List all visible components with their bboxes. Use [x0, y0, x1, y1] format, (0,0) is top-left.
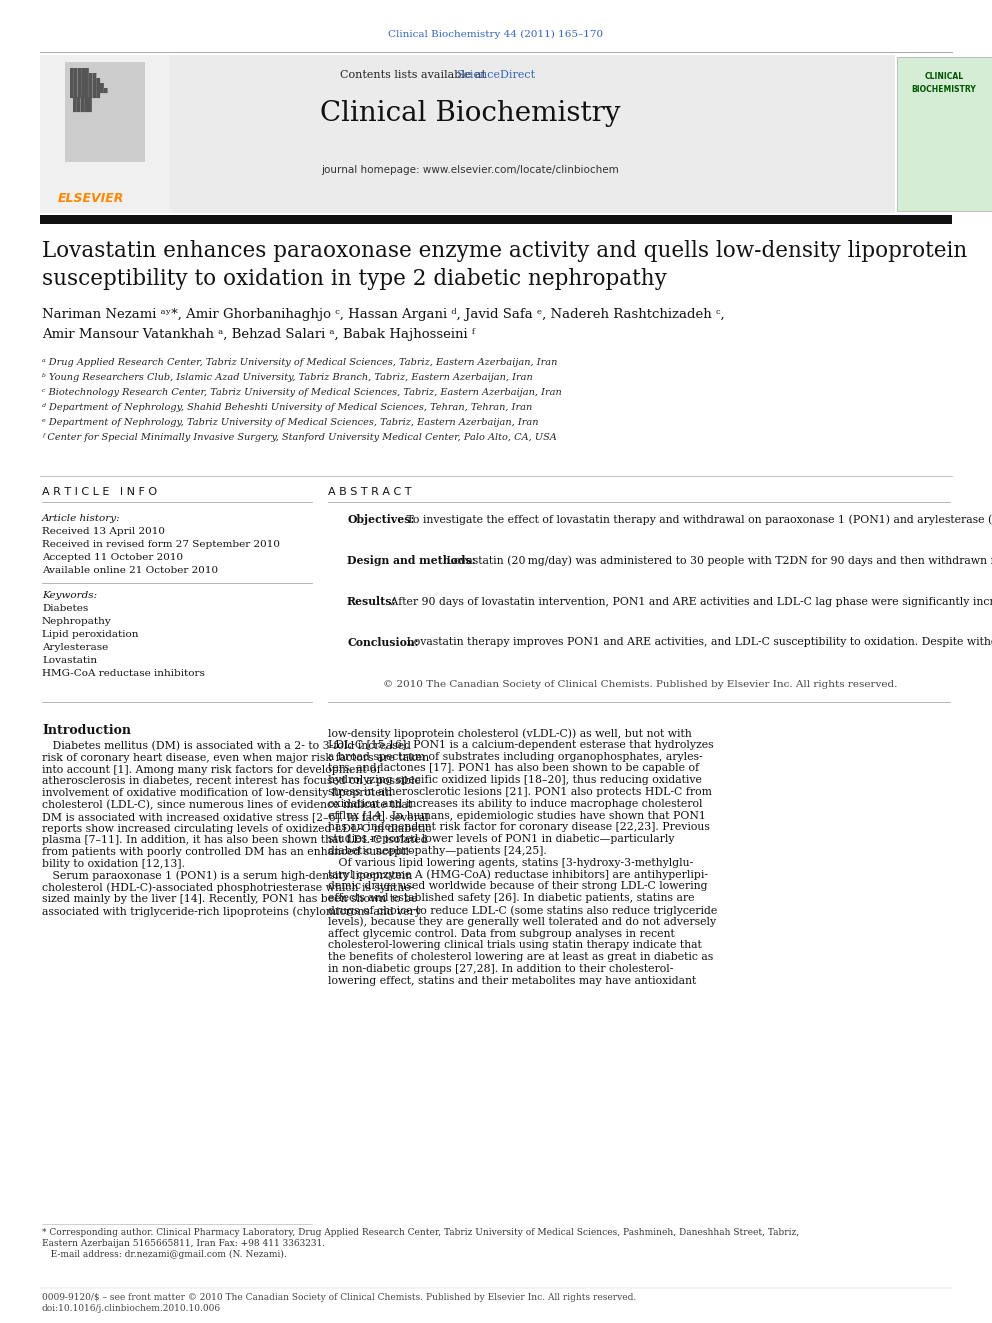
Text: lowering effect, statins and their metabolites may have antioxidant: lowering effect, statins and their metab… — [328, 976, 696, 986]
Text: susceptibility to oxidation in type 2 diabetic nephropathy: susceptibility to oxidation in type 2 di… — [42, 269, 667, 290]
Text: Nariman Nezami ᵃʸ*, Amir Ghorbanihaghjo ᶜ, Hassan Argani ᵈ, Javid Safa ᵉ, Nadere: Nariman Nezami ᵃʸ*, Amir Ghorbanihaghjo … — [42, 308, 724, 321]
Text: from patients with poorly controlled DM has an enhanced suscepti-: from patients with poorly controlled DM … — [42, 847, 413, 857]
Text: studies reported lower levels of PON1 in diabetic—particularly: studies reported lower levels of PON1 in… — [328, 835, 675, 844]
Text: ters, and lactones [17]. PON1 has also been shown to be capable of: ters, and lactones [17]. PON1 has also b… — [328, 763, 699, 774]
Text: reports show increased circulating levels of oxidized LDL-C in diabetic: reports show increased circulating level… — [42, 824, 432, 833]
Text: drugs of choice to reduce LDL-C (some statins also reduce triglyceride: drugs of choice to reduce LDL-C (some st… — [328, 905, 717, 916]
Text: efflux [14]. In humans, epidemiologic studies have shown that PON1: efflux [14]. In humans, epidemiologic st… — [328, 811, 706, 820]
Text: * Corresponding author. Clinical Pharmacy Laboratory, Drug Applied Research Cent: * Corresponding author. Clinical Pharmac… — [42, 1228, 800, 1237]
Text: Introduction: Introduction — [42, 724, 131, 737]
Text: A R T I C L E   I N F O: A R T I C L E I N F O — [42, 487, 157, 497]
Text: Lovastatin therapy improves PON1 and ARE activities, and LDL-C susceptibility to: Lovastatin therapy improves PON1 and ARE… — [403, 636, 992, 647]
Text: Received 13 April 2010: Received 13 April 2010 — [42, 527, 165, 536]
Text: risk of coronary heart disease, even when major risk factors are taken: risk of coronary heart disease, even whe… — [42, 753, 430, 763]
Text: affect glycemic control. Data from subgroup analyses in recent: affect glycemic control. Data from subgr… — [328, 929, 675, 938]
Text: stress in atherosclerotic lesions [21]. PON1 also protects HDL-C from: stress in atherosclerotic lesions [21]. … — [328, 787, 712, 796]
Text: a broad spectrum of substrates including organophosphates, aryles-: a broad spectrum of substrates including… — [328, 751, 702, 762]
Text: oxidation and increases its ability to induce macrophage cholesterol: oxidation and increases its ability to i… — [328, 799, 702, 808]
Text: effects and established safety [26]. In diabetic patients, statins are: effects and established safety [26]. In … — [328, 893, 694, 904]
Text: Lovastatin enhances paraoxonase enzyme activity and quells low-density lipoprote: Lovastatin enhances paraoxonase enzyme a… — [42, 239, 967, 262]
Text: ScienceDirect: ScienceDirect — [456, 70, 536, 79]
Text: █████
███████
████████
█████████
██████████
████████
  █████
  █████
  █████: █████ ███████ ████████ █████████ ███████… — [70, 67, 107, 112]
Text: plasma [7–11]. In addition, it has also been shown that LDL-C isolated: plasma [7–11]. In addition, it has also … — [42, 835, 428, 845]
Text: To investigate the effect of lovastatin therapy and withdrawal on paraoxonase 1 : To investigate the effect of lovastatin … — [403, 515, 992, 524]
Text: Available online 21 October 2010: Available online 21 October 2010 — [42, 566, 218, 576]
Bar — [40, 56, 170, 213]
Text: atherosclerosis in diabetes, recent interest has focused on a possible: atherosclerosis in diabetes, recent inte… — [42, 777, 421, 786]
Text: Serum paraoxonase 1 (PON1) is a serum high-density lipoprotein: Serum paraoxonase 1 (PON1) is a serum hi… — [42, 871, 413, 881]
Text: DM is associated with increased oxidative stress [2–6]. In fact, several: DM is associated with increased oxidativ… — [42, 812, 429, 822]
Text: Eastern Azerbaijan 5165665811, Iran Fax: +98 411 3363231.: Eastern Azerbaijan 5165665811, Iran Fax:… — [42, 1240, 325, 1248]
Text: ᶠ Center for Special Minimally Invasive Surgery, Stanford University Medical Cen: ᶠ Center for Special Minimally Invasive … — [42, 433, 557, 442]
Text: levels), because they are generally well tolerated and do not adversely: levels), because they are generally well… — [328, 917, 716, 927]
Text: associated with triglyceride-rich lipoproteins (chylomicrons and very: associated with triglyceride-rich lipopr… — [42, 906, 421, 917]
Bar — [897, 57, 992, 210]
Text: Received in revised form 27 September 2010: Received in revised form 27 September 20… — [42, 540, 280, 549]
Text: Lovastatin (20 mg/day) was administered to 30 people with T2DN for 90 days and t: Lovastatin (20 mg/day) was administered … — [443, 556, 992, 565]
Text: in non-diabetic groups [27,28]. In addition to their cholesterol-: in non-diabetic groups [27,28]. In addit… — [328, 964, 674, 974]
Text: hydrolyzing specific oxidized lipids [18–20], thus reducing oxidative: hydrolyzing specific oxidized lipids [18… — [328, 775, 702, 785]
Text: doi:10.1016/j.clinbiochem.2010.10.006: doi:10.1016/j.clinbiochem.2010.10.006 — [42, 1304, 221, 1312]
Text: into account [1]. Among many risk factors for development of: into account [1]. Among many risk factor… — [42, 765, 381, 774]
Text: Nephropathy: Nephropathy — [42, 617, 112, 626]
Text: Lovastatin: Lovastatin — [42, 656, 97, 665]
Text: Design and methods:: Design and methods: — [347, 556, 475, 566]
Text: © 2010 The Canadian Society of Clinical Chemists. Published by Elsevier Inc. All: © 2010 The Canadian Society of Clinical … — [383, 680, 897, 689]
Text: LDL-C [15,16]. PON1 is a calcium-dependent esterase that hydrolyzes: LDL-C [15,16]. PON1 is a calcium-depende… — [328, 740, 713, 750]
Text: A B S T R A C T: A B S T R A C T — [328, 487, 412, 497]
Text: HMG-CoA reductase inhibitors: HMG-CoA reductase inhibitors — [42, 669, 205, 677]
Text: ELSEVIER: ELSEVIER — [58, 192, 124, 205]
Text: bility to oxidation [12,13].: bility to oxidation [12,13]. — [42, 859, 185, 869]
Text: Lipid peroxidation: Lipid peroxidation — [42, 630, 139, 639]
Text: ᵈ Department of Nephrology, Shahid Beheshti University of Medical Sciences, Tehr: ᵈ Department of Nephrology, Shahid Behes… — [42, 404, 533, 411]
Bar — [40, 56, 895, 213]
Text: Of various lipid lowering agents, statins [3-hydroxy-3-methylglu-: Of various lipid lowering agents, statin… — [328, 857, 693, 868]
Text: Accepted 11 October 2010: Accepted 11 October 2010 — [42, 553, 184, 562]
Text: Contents lists available at: Contents lists available at — [340, 70, 489, 79]
Text: sized mainly by the liver [14]. Recently, PON1 has been shown to be: sized mainly by the liver [14]. Recently… — [42, 894, 418, 905]
Text: Keywords:: Keywords: — [42, 591, 97, 601]
Text: ᵇ Young Researchers Club, Islamic Azad University, Tabriz Branch, Tabriz, Easter: ᵇ Young Researchers Club, Islamic Azad U… — [42, 373, 533, 382]
Text: cholesterol-lowering clinical trials using statin therapy indicate that: cholesterol-lowering clinical trials usi… — [328, 941, 701, 950]
Text: Diabetes mellitus (DM) is associated with a 2- to 3-fold increased: Diabetes mellitus (DM) is associated wit… — [42, 741, 411, 751]
Text: ᵃ Drug Applied Research Center, Tabriz University of Medical Sciences, Tabriz, E: ᵃ Drug Applied Research Center, Tabriz U… — [42, 359, 558, 366]
Text: cholesterol (HDL-C)-associated phosphotriesterase which is synthe-: cholesterol (HDL-C)-associated phosphotr… — [42, 882, 415, 893]
Text: ᶜ Biotechnology Research Center, Tabriz University of Medical Sciences, Tabriz, : ᶜ Biotechnology Research Center, Tabriz … — [42, 388, 561, 397]
Text: Clinical Biochemistry 44 (2011) 165–170: Clinical Biochemistry 44 (2011) 165–170 — [389, 30, 603, 40]
Text: Objectives:: Objectives: — [347, 515, 415, 525]
Text: Arylesterase: Arylesterase — [42, 643, 108, 652]
Text: cholesterol (LDL-C), since numerous lines of evidence indicate that: cholesterol (LDL-C), since numerous line… — [42, 800, 412, 811]
Text: involvement of oxidative modification of low-density lipoprotein: involvement of oxidative modification of… — [42, 789, 392, 798]
Text: Conclusion:: Conclusion: — [347, 636, 419, 648]
Bar — [40, 216, 952, 224]
Text: low-density lipoprotein cholesterol (vLDL-C)) as well, but not with: low-density lipoprotein cholesterol (vLD… — [328, 728, 691, 738]
Text: Clinical Biochemistry: Clinical Biochemistry — [319, 101, 620, 127]
Text: diabetic nephropathy—patients [24,25].: diabetic nephropathy—patients [24,25]. — [328, 845, 547, 856]
Text: After 90 days of lovastatin intervention, PON1 and ARE activities and LDL-C lag : After 90 days of lovastatin intervention… — [388, 595, 992, 606]
Text: 0009-9120/$ – see front matter © 2010 The Canadian Society of Clinical Chemists.: 0009-9120/$ – see front matter © 2010 Th… — [42, 1293, 636, 1302]
Text: Amir Mansour Vatankhah ᵃ, Behzad Salari ᵃ, Babak Hajhosseini ᶠ: Amir Mansour Vatankhah ᵃ, Behzad Salari … — [42, 328, 475, 341]
Text: Article history:: Article history: — [42, 515, 121, 523]
Text: demic drugs used worldwide because of their strong LDL-C lowering: demic drugs used worldwide because of th… — [328, 881, 707, 892]
Text: the benefits of cholesterol lowering are at least as great in diabetic as: the benefits of cholesterol lowering are… — [328, 953, 713, 962]
Text: ᵉ Department of Nephrology, Tabriz University of Medical Sciences, Tabriz, Easte: ᵉ Department of Nephrology, Tabriz Unive… — [42, 418, 539, 427]
Text: taryl coenzyme A (HMG-CoA) reductase inhibitors] are antihyperlipi-: taryl coenzyme A (HMG-CoA) reductase inh… — [328, 869, 708, 880]
Text: has an independent risk factor for coronary disease [22,23]. Previous: has an independent risk factor for coron… — [328, 823, 710, 832]
Text: journal homepage: www.elsevier.com/locate/clinbiochem: journal homepage: www.elsevier.com/locat… — [321, 165, 619, 175]
Text: E-mail address: dr.nezami@gmail.com (N. Nezami).: E-mail address: dr.nezami@gmail.com (N. … — [42, 1250, 287, 1259]
Bar — [65, 62, 145, 161]
Text: Diabetes: Diabetes — [42, 605, 88, 613]
Text: CLINICAL
BIOCHEMISTRY: CLINICAL BIOCHEMISTRY — [912, 71, 976, 94]
Text: Results:: Results: — [347, 595, 397, 607]
